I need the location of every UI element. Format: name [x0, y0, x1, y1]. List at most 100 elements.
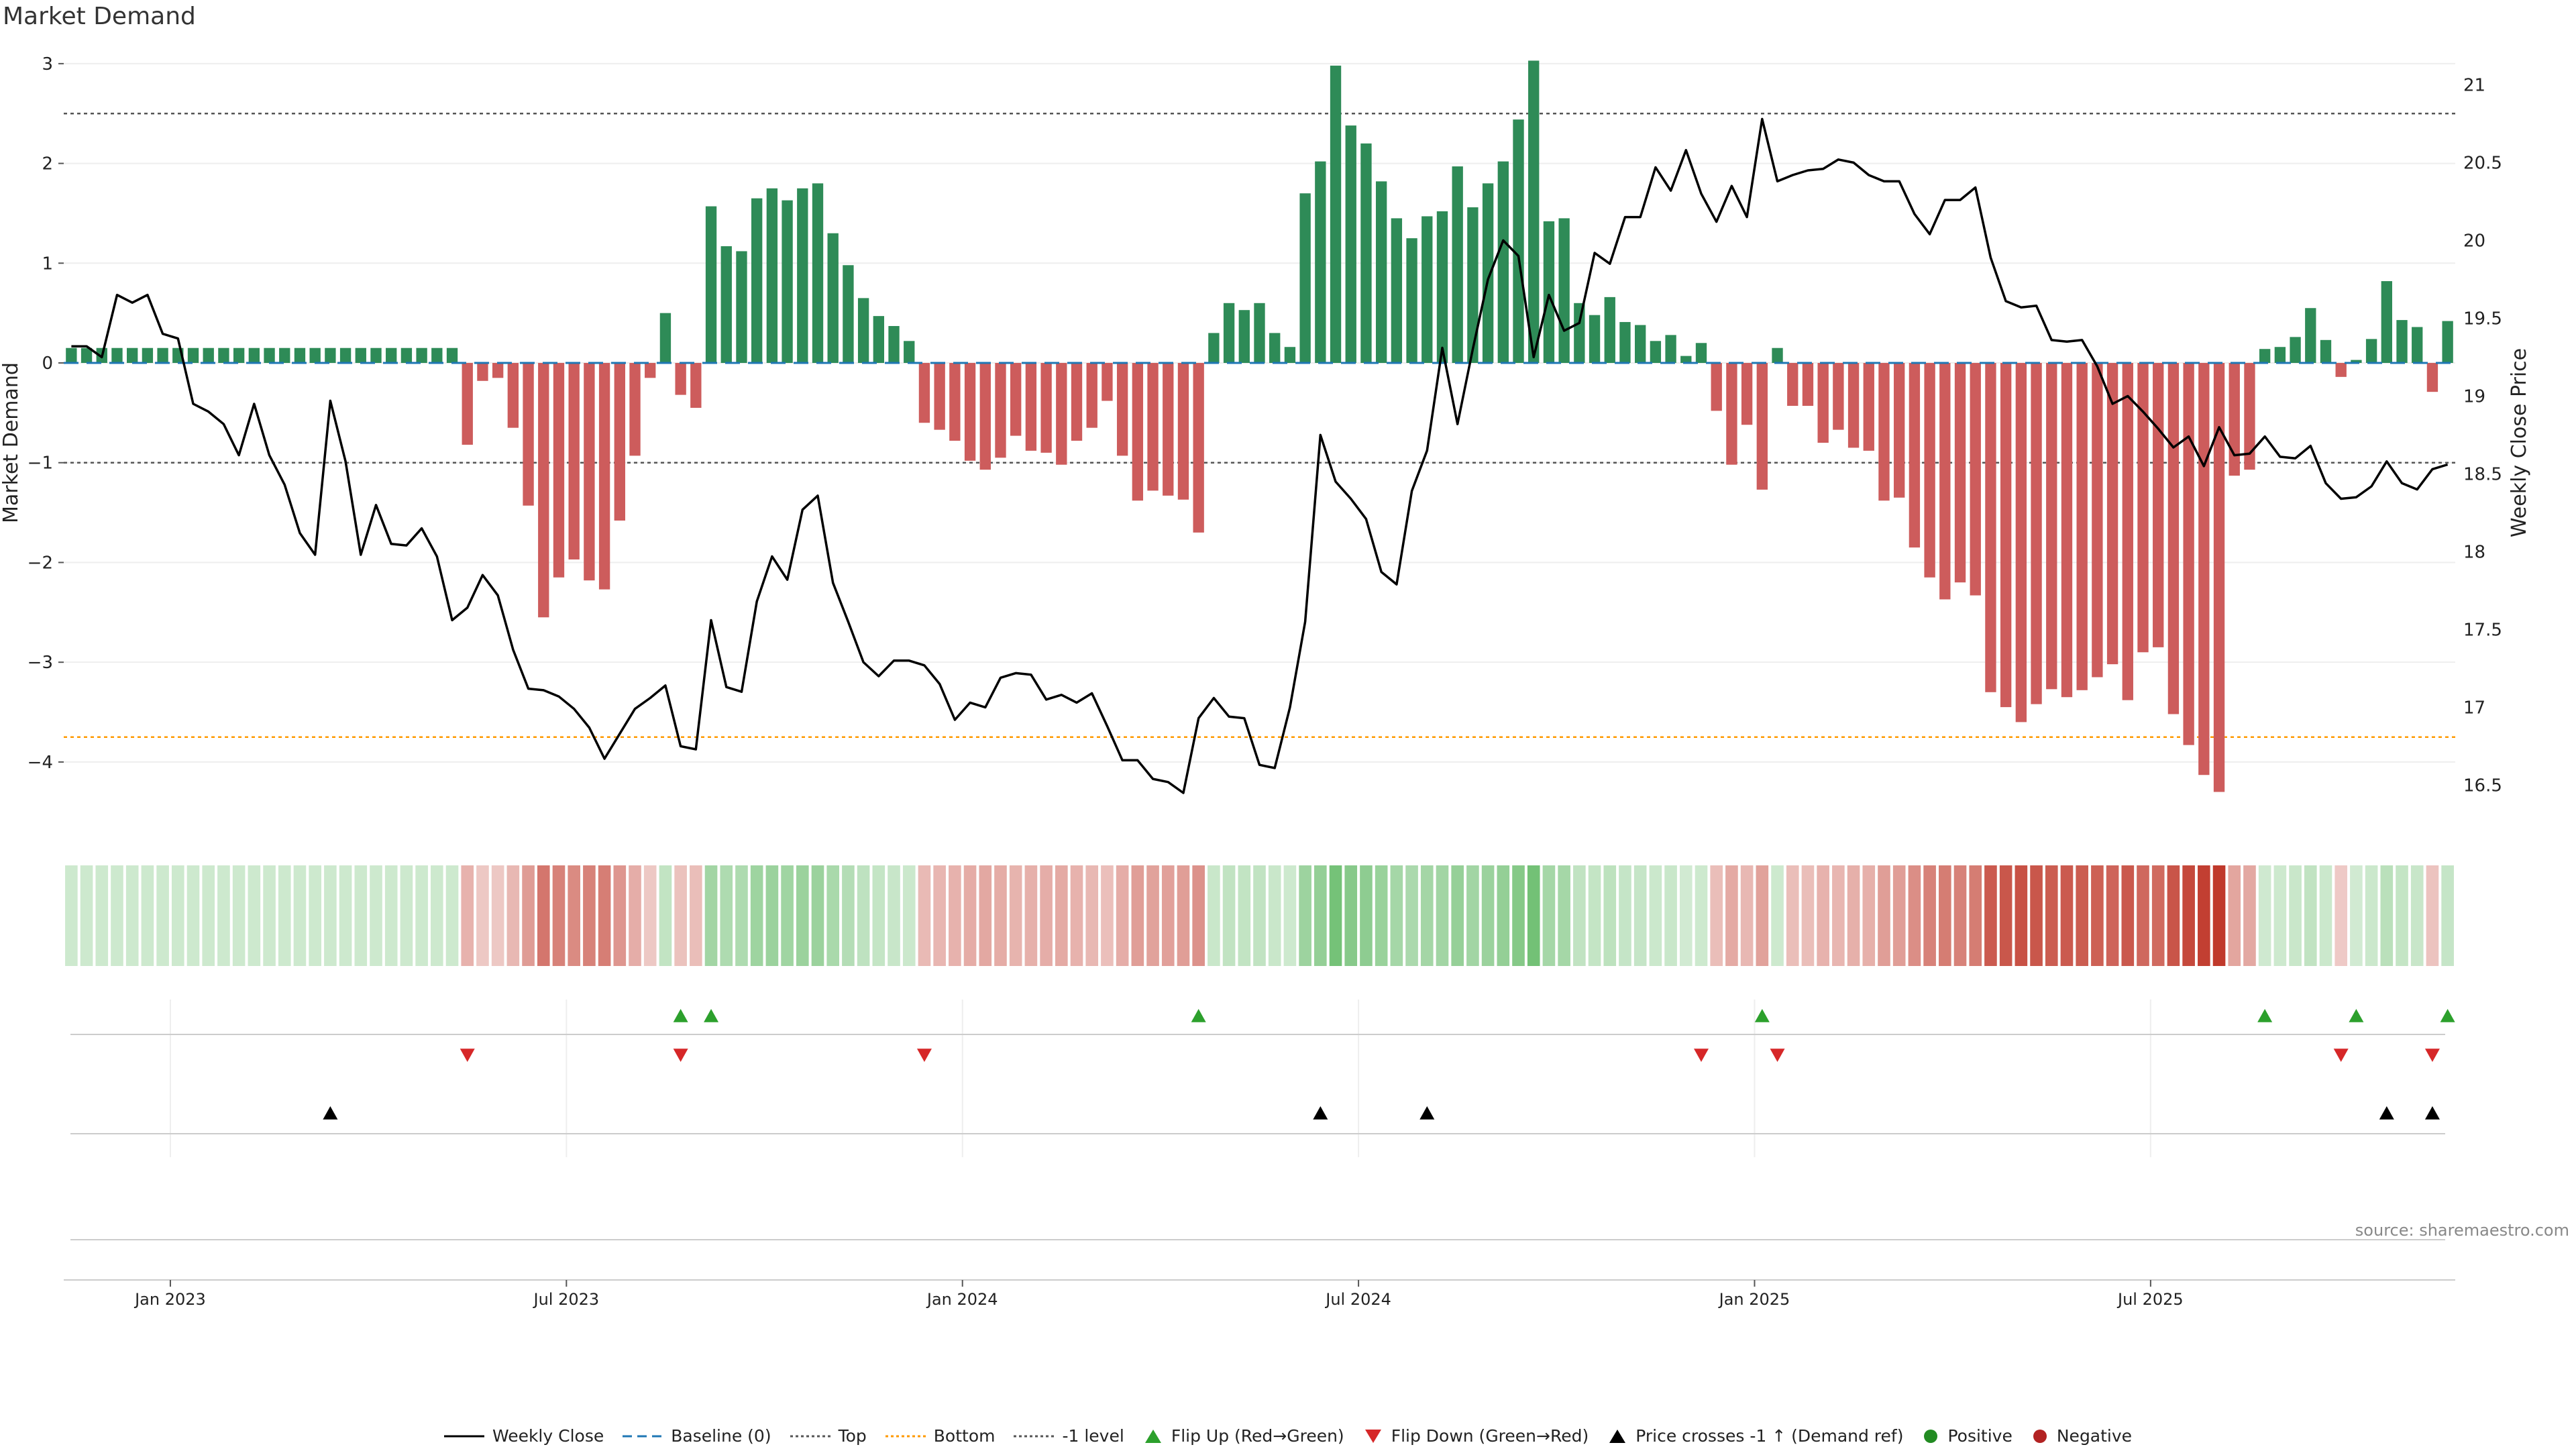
- demand-bar: [1894, 363, 1905, 498]
- demand-color-cell: [2273, 865, 2287, 966]
- chart-title: Market Demand: [3, 3, 196, 30]
- demand-bar: [203, 347, 214, 364]
- demand-color-cell: [857, 865, 870, 966]
- demand-color-cell: [1801, 865, 1815, 966]
- demand-color-cell: [2045, 865, 2058, 966]
- demand-bar: [400, 347, 413, 364]
- demand-bar: [1163, 363, 1174, 496]
- demand-bar: [1482, 183, 1494, 364]
- demand-color-cell: [522, 865, 535, 966]
- demand-bar: [2396, 320, 2408, 364]
- demand-color-cell: [1466, 865, 1479, 966]
- demand-bar: [386, 347, 397, 364]
- demand-color-cell: [1558, 865, 1570, 966]
- flip-down-marker: [1770, 1049, 1785, 1062]
- legend-item-positive: Positive: [1922, 1426, 2012, 1446]
- demand-bar: [142, 347, 154, 364]
- demand-color-cell: [690, 865, 702, 966]
- legend-baseline-swatch: [623, 1435, 663, 1437]
- demand-color-cell: [735, 865, 748, 966]
- demand-color-cell: [704, 865, 718, 966]
- legend-item-bottom: Bottom: [885, 1426, 995, 1446]
- demand-color-cell: [1222, 865, 1236, 966]
- demand-bar: [1177, 363, 1189, 500]
- demand-color-cell: [2228, 865, 2241, 966]
- demand-bar: [446, 347, 458, 364]
- demand-color-cell: [1969, 865, 1982, 966]
- demand-bar: [1208, 333, 1220, 364]
- demand-bar: [2351, 360, 2362, 364]
- demand-bar: [1863, 363, 1874, 451]
- demand-color-cell: [1192, 865, 1205, 966]
- demand-bar: [1071, 363, 1083, 441]
- demand-bar: [1269, 333, 1281, 364]
- demand-color-cell: [2350, 865, 2363, 966]
- demand-bar: [1284, 347, 1296, 364]
- demand-color-cell: [141, 865, 154, 966]
- y-tick-label: −1: [28, 453, 53, 474]
- demand-bar: [2061, 363, 2073, 698]
- demand-color-cell: [1756, 865, 1769, 966]
- demand-color-cell: [1344, 865, 1358, 966]
- demand-color-cell: [1360, 865, 1373, 966]
- demand-bar: [233, 347, 245, 364]
- demand-color-cell: [2334, 865, 2348, 966]
- demand-bar: [80, 347, 93, 364]
- demand-bar: [1056, 363, 1067, 465]
- demand-bar: [1102, 363, 1113, 401]
- demand-color-cell: [2426, 865, 2439, 966]
- demand-color-cell: [1923, 865, 1936, 966]
- x-tick-label: Jan 2023: [133, 1290, 206, 1309]
- demand-color-cell: [1817, 865, 1829, 966]
- demand-bar: [1330, 65, 1342, 364]
- demand-bar: [1909, 363, 1921, 548]
- demand-color-cell: [1177, 865, 1190, 966]
- demand-bar: [339, 347, 352, 364]
- y2-tick-label: 19: [2463, 386, 2485, 407]
- price-cross-marker: [1313, 1106, 1328, 1120]
- demand-color-cell: [2121, 865, 2135, 966]
- demand-color-cell: [1573, 865, 1586, 966]
- demand-color-cell: [1679, 865, 1693, 966]
- demand-bar: [873, 316, 884, 364]
- demand-bar: [1436, 211, 1448, 364]
- demand-bar: [1406, 238, 1417, 364]
- demand-bar: [2412, 327, 2423, 364]
- demand-bar: [416, 347, 427, 364]
- demand-bar: [705, 206, 717, 364]
- demand-bar: [2442, 321, 2453, 364]
- demand-color-cell: [1161, 865, 1175, 966]
- legend-item-price-cross: Price crosses -1 ↑ (Demand ref): [1607, 1426, 1903, 1446]
- demand-color-cell: [1436, 865, 1449, 966]
- legend-label: Negative: [2056, 1426, 2133, 1446]
- demand-bar: [1924, 363, 1935, 578]
- demand-color-cell: [431, 865, 443, 966]
- demand-color-cell: [1040, 865, 1053, 966]
- legend-label: Price crosses -1 ↑ (Demand ref): [1635, 1426, 1904, 1446]
- demand-bar: [1711, 363, 1722, 411]
- demand-bar: [949, 363, 961, 441]
- demand-color-cell: [1740, 865, 1754, 966]
- demand-bar: [1772, 347, 1783, 364]
- demand-color-cell: [1314, 865, 1327, 966]
- demand-color-cell: [811, 865, 824, 966]
- demand-color-cell: [2182, 865, 2195, 966]
- demand-color-cell: [963, 865, 977, 966]
- demand-bar: [812, 183, 824, 364]
- legend-label: Positive: [1947, 1426, 2012, 1446]
- demand-color-cell: [1832, 865, 1845, 966]
- demand-color-cell: [2106, 865, 2119, 966]
- demand-bar: [1802, 363, 1814, 406]
- y2-tick-label: 17.5: [2463, 620, 2502, 640]
- demand-bar: [766, 188, 778, 364]
- positive-dot-icon: [1924, 1429, 1938, 1443]
- legend-bottom-swatch: [885, 1435, 926, 1437]
- demand-bar: [614, 363, 625, 521]
- demand-color-cell: [156, 865, 169, 966]
- price-cross-marker: [1419, 1106, 1435, 1120]
- demand-bar: [1345, 125, 1356, 364]
- demand-bar: [157, 347, 168, 364]
- demand-bar: [1680, 356, 1692, 364]
- demand-color-cell: [2289, 865, 2302, 966]
- demand-bar: [462, 363, 473, 445]
